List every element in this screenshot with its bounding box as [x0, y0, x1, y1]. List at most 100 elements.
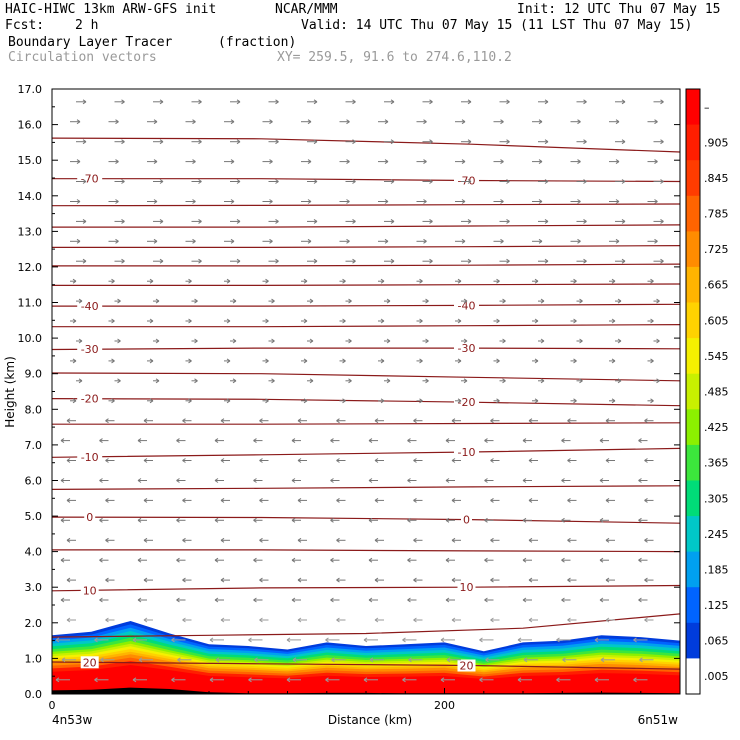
circulation-vector-head [346, 159, 350, 165]
circulation-vector-head [220, 537, 225, 543]
circulation-vector-head [660, 139, 664, 145]
temperature-contour [52, 516, 680, 524]
circulation-vector-head [484, 597, 488, 603]
circulation-vector-head [236, 139, 241, 145]
circulation-vector-head [226, 278, 231, 284]
circulation-vector-head [198, 99, 202, 105]
circulation-vector-head [656, 298, 660, 304]
temperature-contour [52, 263, 680, 267]
circulation-vector-head [440, 637, 445, 643]
circulation-vector-head [386, 378, 391, 384]
circulation-vector-head [336, 617, 340, 623]
circulation-vector-head [198, 179, 202, 184]
circulation-vector-head [137, 517, 142, 523]
circulation-vector-head [297, 537, 302, 543]
circulation-vector-head [336, 497, 340, 503]
circulation-vector-head [313, 179, 318, 184]
circulation-vector-head [617, 338, 622, 344]
circulation-vector-head [413, 458, 417, 463]
circulation-vector-head [390, 218, 395, 224]
circulation-vector-head [259, 577, 263, 583]
colorbar-swatch [686, 587, 700, 624]
circulation-vector-head [600, 657, 605, 663]
contour-label: 10 [460, 581, 474, 594]
circulation-vector-head [599, 597, 604, 603]
circulation-vector-head [363, 677, 368, 683]
circulation-vector-head [330, 478, 334, 483]
circulation-vector-head [105, 418, 109, 424]
circulation-vector-head [325, 677, 329, 683]
circulation-vector-head [72, 318, 77, 324]
left-endpoint-label: 4n53w [52, 713, 93, 727]
circulation-vector-head [192, 238, 196, 244]
temperature-contour [52, 283, 680, 286]
colorbar-swatch [686, 658, 700, 695]
y-tick-label: 0.0 [25, 688, 43, 701]
circulation-vector-head [490, 537, 494, 543]
contour-label: -10 [81, 451, 99, 464]
circulation-vector-head [291, 597, 296, 603]
circulation-vector-head [506, 179, 510, 184]
contour-label: 0 [463, 514, 470, 527]
circulation-vector-head [654, 199, 658, 204]
colorbar-label: .485 [704, 386, 729, 399]
circulation-vector-head [605, 497, 610, 503]
circulation-vector-head [429, 258, 433, 264]
circulation-vector-head [413, 577, 417, 583]
circulation-vector-head [457, 398, 462, 404]
circulation-vector-head [66, 617, 71, 623]
circulation-vector-head [182, 617, 186, 623]
circulation-vector-head [214, 557, 219, 563]
circulation-vector-head [275, 139, 279, 145]
circulation-vector-head [220, 497, 225, 503]
circulation-vector-head [615, 199, 620, 204]
circulation-vector-head [660, 258, 664, 264]
circulation-vector-head [656, 378, 660, 384]
circulation-vector-head [384, 119, 389, 125]
circulation-vector-head [440, 677, 445, 683]
circulation-vector-head [352, 99, 356, 105]
circulation-vector-head [248, 637, 252, 643]
circulation-vector-head [176, 597, 180, 603]
circulation-vector-head [115, 199, 119, 204]
circulation-vector-head [369, 657, 374, 663]
circulation-vector-head [121, 99, 125, 105]
circulation-vector-head [567, 577, 571, 583]
contour-label: -20 [458, 396, 476, 409]
circulation-vector-head [188, 278, 192, 284]
contour-label-bg [77, 450, 103, 463]
circulation-vector-head [220, 577, 225, 583]
colorbar-label: .305 [704, 492, 729, 505]
circulation-vector-head [269, 238, 273, 244]
temperature-contour [52, 203, 680, 207]
circulation-vector-head [445, 478, 450, 483]
circulation-vector-head [654, 119, 658, 125]
y-tick-label: 12.0 [18, 261, 43, 274]
circulation-vector-head [313, 99, 318, 105]
circulation-vector-head [463, 298, 468, 304]
circulation-vector-head [253, 517, 257, 523]
circulation-vector-head [611, 318, 616, 324]
colorbar-label: .845 [704, 172, 729, 185]
contour-label-bg [454, 342, 479, 355]
contour-label: -30 [458, 342, 476, 355]
contour-label-bg [454, 446, 479, 459]
circulation-vector-head [82, 99, 87, 105]
circulation-vector-head [461, 159, 466, 165]
circulation-vector-head [303, 358, 308, 364]
colorbar-label: .605 [704, 314, 729, 327]
circulation-vector-head [198, 139, 202, 145]
circulation-vector-head [137, 557, 142, 563]
circulation-vector-head [423, 199, 427, 204]
circulation-vector-head [528, 497, 533, 503]
temperature-contour [52, 303, 680, 307]
circulation-vector-head [599, 557, 604, 563]
circulation-vector-head [138, 657, 143, 663]
circulation-vector-head [528, 458, 533, 463]
circulation-vector-head [346, 199, 350, 204]
y-tick-label: 5.0 [25, 510, 43, 523]
circulation-vector-head [60, 517, 65, 523]
circulation-vector-head [583, 99, 587, 105]
circulation-vector-head [143, 497, 148, 503]
